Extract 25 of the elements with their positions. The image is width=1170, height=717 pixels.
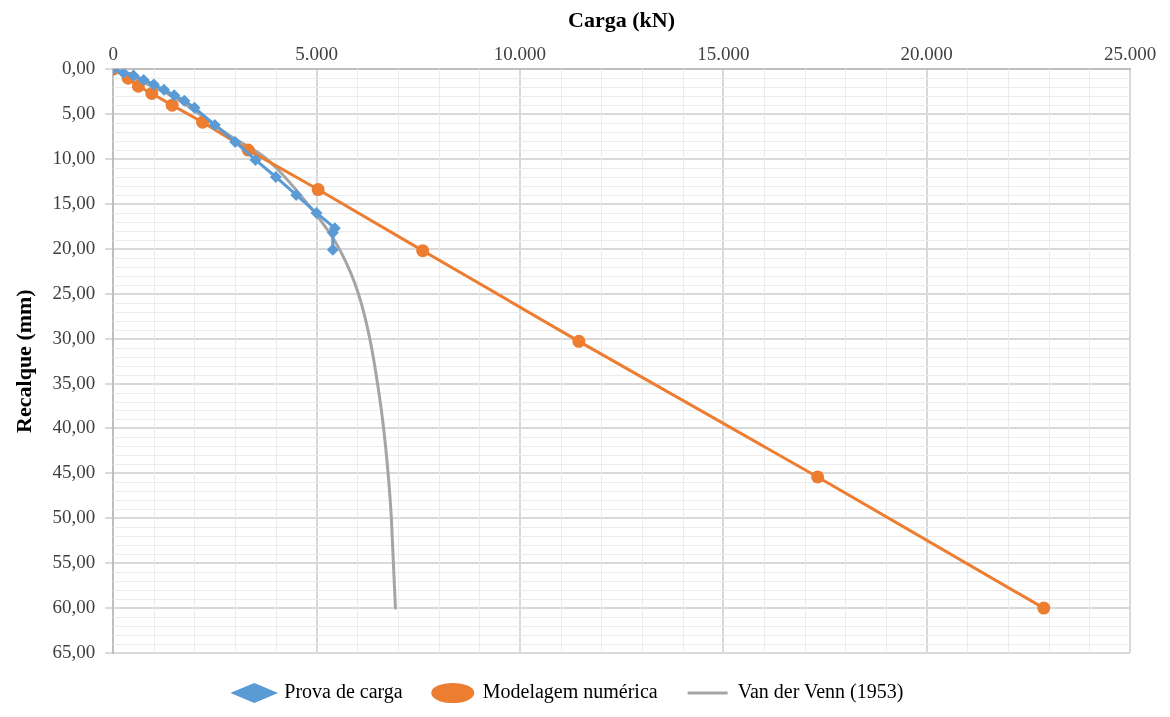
x-tick-label: 0 [108, 42, 118, 64]
x-axis-title: Carga (kN) [568, 6, 676, 32]
x-tick-label: 20.000 [900, 42, 953, 64]
x-tick-label: 5.000 [295, 42, 338, 64]
y-tick-label: 50,00 [52, 506, 96, 528]
legend-label: Modelagem numérica [482, 680, 658, 704]
y-tick-label: 40,00 [52, 416, 96, 438]
x-tick-label: 10.000 [493, 42, 547, 64]
y-axis-title: Recalque (mm) [10, 289, 36, 433]
y-tick-label: 0,00 [61, 57, 96, 79]
legend-label: Van der Venn (1953) [737, 680, 904, 704]
legend-label: Prova de carga [284, 680, 403, 704]
y-tick-label: 5,00 [61, 102, 96, 124]
y-tick-label: 65,00 [52, 640, 96, 662]
y-tick-label: 10,00 [52, 147, 96, 168]
y-tick-label: 25,00 [52, 281, 96, 303]
y-tick-label: 60,00 [52, 596, 96, 618]
x-tick-label: 25.000 [1103, 42, 1157, 64]
y-tick-label: 55,00 [52, 551, 96, 573]
y-tick-label: 20,00 [52, 236, 96, 258]
x-tick-label: 15.000 [697, 42, 750, 64]
y-tick-label: 35,00 [52, 371, 96, 393]
y-tick-label: 45,00 [52, 461, 96, 483]
y-tick-label: 15,00 [52, 191, 96, 213]
y-tick-label: 30,00 [52, 326, 96, 348]
